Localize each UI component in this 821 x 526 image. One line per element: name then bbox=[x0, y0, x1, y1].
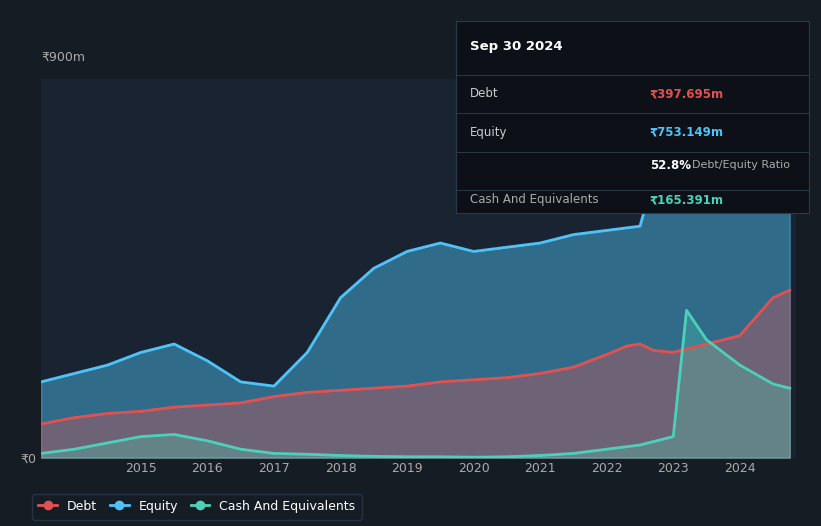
Text: Equity: Equity bbox=[470, 126, 507, 139]
Text: ₹165.391m: ₹165.391m bbox=[650, 193, 724, 206]
Text: Debt: Debt bbox=[470, 87, 498, 100]
Text: ₹397.695m: ₹397.695m bbox=[650, 87, 724, 100]
Text: Sep 30 2024: Sep 30 2024 bbox=[470, 41, 562, 53]
Text: ₹900m: ₹900m bbox=[41, 50, 85, 64]
Text: 52.8%: 52.8% bbox=[650, 158, 690, 171]
Text: Cash And Equivalents: Cash And Equivalents bbox=[470, 193, 599, 206]
Text: ₹753.149m: ₹753.149m bbox=[650, 126, 724, 139]
Text: Debt/Equity Ratio: Debt/Equity Ratio bbox=[692, 160, 790, 170]
Legend: Debt, Equity, Cash And Equivalents: Debt, Equity, Cash And Equivalents bbox=[32, 494, 362, 520]
